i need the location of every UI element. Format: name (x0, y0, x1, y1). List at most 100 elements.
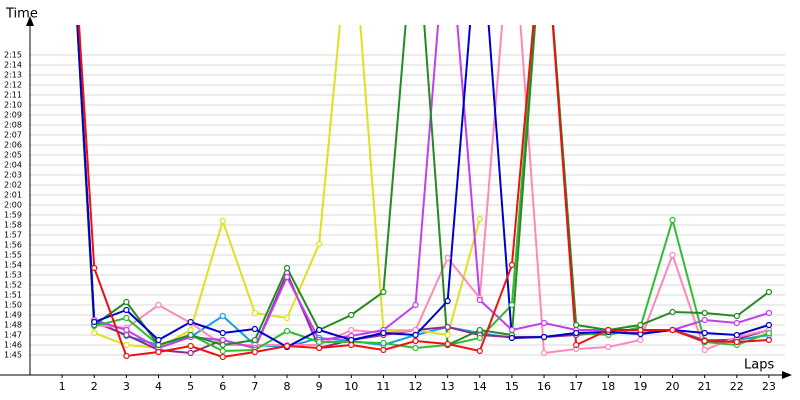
point-marker (187, 342, 194, 350)
point-marker (573, 321, 580, 329)
x-tick-label: 8 (284, 380, 291, 393)
y-tick-label: 2:09 (4, 111, 22, 120)
point-marker (444, 297, 451, 305)
point-marker (348, 336, 355, 344)
point-marker (412, 326, 419, 334)
point-marker (251, 325, 258, 333)
point-marker (412, 344, 419, 352)
y-tick-label: 1:57 (4, 231, 22, 240)
point-marker (251, 309, 258, 317)
y-tick-label: 2:11 (4, 91, 22, 100)
point-marker (283, 314, 291, 322)
point-marker (637, 321, 644, 329)
y-tick-label: 1:58 (4, 221, 22, 230)
y-tick-label: 1:46 (4, 341, 22, 350)
point-marker (733, 312, 740, 320)
y-tick-label: 2:13 (4, 71, 22, 80)
point-marker (123, 331, 130, 339)
x-tick-label: 18 (601, 380, 615, 393)
y-tick-label: 1:56 (4, 241, 22, 250)
point-marker (380, 288, 387, 296)
point-marker (540, 349, 548, 357)
point-marker (91, 329, 98, 337)
point-marker (91, 264, 98, 272)
x-tick-label: 6 (219, 380, 226, 393)
y-tick-label: 1:52 (4, 281, 22, 290)
point-marker (508, 326, 516, 334)
y-tick-label: 1:53 (4, 271, 22, 280)
point-marker (476, 215, 483, 223)
point-marker (219, 341, 226, 349)
point-marker (219, 336, 226, 344)
point-marker (540, 333, 548, 341)
x-tick-label: 17 (569, 380, 583, 393)
point-marker (251, 348, 258, 356)
point-marker (219, 312, 226, 320)
point-marker (348, 326, 355, 334)
point-marker (348, 341, 355, 349)
point-marker (733, 331, 740, 339)
grid (30, 54, 785, 378)
y-tick-label: 1:59 (4, 211, 22, 220)
point-marker (637, 326, 644, 334)
point-marker (316, 240, 323, 248)
x-tick-label: 3 (123, 380, 130, 393)
point-marker (669, 308, 676, 316)
y-tick-label: 2:00 (4, 201, 22, 210)
point-marker (219, 329, 226, 337)
y-tick-label: 2:15 (4, 51, 22, 60)
y-tick-label: 2:06 (4, 141, 22, 150)
point-marker (476, 334, 483, 342)
x-tick-label: 5 (187, 380, 194, 393)
point-marker (733, 338, 740, 346)
point-marker (123, 326, 130, 334)
point-marker (123, 298, 130, 306)
point-marker (765, 309, 773, 317)
point-marker (187, 349, 194, 357)
plot-area (76, 25, 773, 361)
point-marker (476, 326, 483, 334)
point-marker (476, 347, 483, 355)
x-tick-label: 1 (59, 380, 66, 393)
point-marker (444, 331, 451, 339)
x-tick-label: 22 (730, 380, 744, 393)
x-tick-label: 10 (344, 380, 358, 393)
x-tick-label: 20 (666, 380, 680, 393)
point-marker (508, 334, 516, 342)
y-tick-label: 1:51 (4, 291, 22, 300)
y-tick-label: 2:07 (4, 131, 22, 140)
x-tick-label: 12 (409, 380, 423, 393)
point-marker (155, 348, 162, 356)
point-marker (316, 338, 323, 346)
y-tick-label: 1:54 (4, 261, 22, 270)
x-tick-label: 23 (762, 380, 776, 393)
point-marker (444, 254, 451, 262)
point-marker (573, 329, 580, 337)
point-marker (219, 353, 226, 361)
x-axis-arrow (782, 371, 792, 379)
point-marker (765, 288, 773, 296)
point-marker (412, 301, 419, 309)
point-marker (187, 326, 194, 334)
point-marker (219, 347, 226, 355)
x-tick-label: 13 (441, 380, 455, 393)
y-tick-label: 2:12 (4, 81, 22, 90)
y-tick-label: 2:03 (4, 171, 22, 180)
point-marker (701, 329, 708, 337)
point-marker (283, 264, 291, 272)
y-tick-label: 2:04 (4, 161, 22, 170)
point-marker (637, 336, 644, 344)
point-marker (380, 329, 387, 337)
point-marker (605, 326, 612, 334)
point-marker (123, 314, 130, 322)
series-line (76, 25, 770, 347)
point-marker (187, 331, 194, 339)
x-tick-label: 11 (376, 380, 390, 393)
x-tick-label: 2 (91, 380, 98, 393)
point-marker (219, 217, 226, 225)
point-marker (669, 251, 676, 259)
point-marker (508, 261, 516, 269)
point-marker (444, 340, 451, 348)
x-tick-label: 16 (537, 380, 551, 393)
